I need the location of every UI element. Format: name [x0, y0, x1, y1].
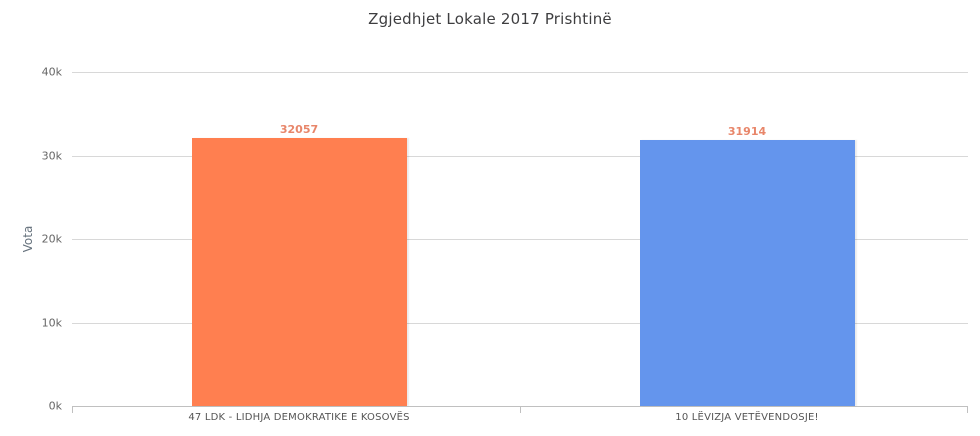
x-category-label: 10 LËVIZJA VETËVENDOSJE!	[675, 412, 819, 423]
plot-area: 0k 10k 20k 30k 40k 32057 47 LDK - LIDHJA DEMOK…	[42, 66, 968, 423]
bar-vetevendosje[interactable]	[639, 139, 855, 406]
y-tick-label: 40k	[41, 65, 62, 79]
x-category-label: 47 LDK - LIDHJA DEMOKRATIKE E KOSOVËS	[188, 412, 410, 423]
x-tick-mark	[520, 407, 521, 413]
x-tick-mark	[72, 407, 73, 413]
y-tick-label: 0k	[48, 399, 62, 413]
gridline	[72, 72, 968, 73]
gridline	[72, 322, 968, 324]
gridline	[72, 155, 968, 157]
bar-ldk[interactable]	[191, 138, 407, 406]
y-tick-label: 10k	[41, 316, 62, 329]
gridline	[72, 239, 968, 240]
x-tick-mark	[967, 407, 968, 413]
x-axis-line	[72, 406, 968, 407]
y-tick-label: 30k	[41, 149, 62, 162]
y-axis-label: Vota	[21, 225, 35, 253]
bar-value-label: 31914	[727, 124, 767, 138]
bar-value-label: 32057	[279, 123, 319, 137]
y-tick-label: 20k	[41, 232, 62, 246]
chart-title: Zgjedhjet Lokale 2017 Prishtinë	[368, 10, 612, 28]
